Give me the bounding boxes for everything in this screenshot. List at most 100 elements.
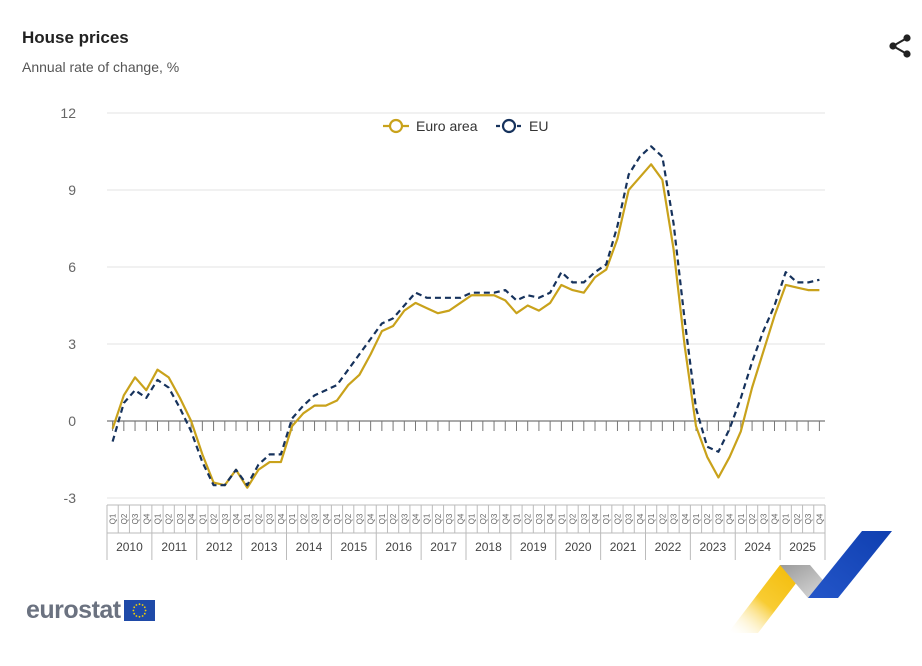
x-year-label: 2013 — [251, 540, 278, 554]
x-year-label: 2016 — [385, 540, 412, 554]
chart-title: House prices — [22, 28, 129, 47]
x-quarter-label: Q4 — [501, 513, 510, 524]
x-quarter-label: Q2 — [613, 513, 622, 524]
x-quarter-label: Q1 — [602, 513, 611, 524]
x-year-label: 2021 — [610, 540, 637, 554]
y-tick-label: 3 — [68, 336, 76, 352]
x-quarter-label: Q1 — [378, 513, 387, 524]
eu-flag-icon — [123, 600, 155, 621]
share-button[interactable] — [886, 32, 914, 60]
x-quarter-label: Q1 — [423, 513, 432, 524]
x-quarter-label: Q3 — [535, 513, 544, 524]
chart-subtitle: Annual rate of change, % — [22, 59, 180, 75]
x-quarter-label: Q2 — [569, 513, 578, 524]
x-quarter-label: Q2 — [344, 513, 353, 524]
x-quarter-label: Q4 — [726, 513, 735, 524]
x-year-label: 2023 — [699, 540, 726, 554]
x-quarter-label: Q1 — [109, 513, 118, 524]
x-year-label: 2012 — [206, 540, 233, 554]
x-quarter-label: Q3 — [400, 513, 409, 524]
logo-text: eurostat — [26, 596, 121, 624]
x-quarter-label: Q4 — [142, 513, 151, 524]
x-quarter-label: Q2 — [658, 513, 667, 524]
x-quarter-label: Q1 — [557, 513, 566, 524]
x-quarter-label: Q3 — [759, 513, 768, 524]
x-quarter-label: Q2 — [524, 513, 533, 524]
x-year-label: 2014 — [296, 540, 323, 554]
x-quarter-label: Q4 — [187, 513, 196, 524]
x-quarter-label: Q3 — [490, 513, 499, 524]
x-year-label: 2022 — [655, 540, 682, 554]
x-quarter-label: Q2 — [793, 513, 802, 524]
x-quarter-label: Q2 — [299, 513, 308, 524]
x-quarter-label: Q3 — [355, 513, 364, 524]
x-quarter-label: Q4 — [636, 513, 645, 524]
x-year-label: 2020 — [565, 540, 592, 554]
x-quarter-label: Q3 — [580, 513, 589, 524]
x-quarter-label: Q2 — [389, 513, 398, 524]
x-quarter-label: Q2 — [254, 513, 263, 524]
x-quarter-label: Q1 — [692, 513, 701, 524]
x-quarter-label: Q3 — [714, 513, 723, 524]
x-quarter-label: Q4 — [591, 513, 600, 524]
x-quarter-label: Q1 — [153, 513, 162, 524]
decorative-chevron-shape — [728, 531, 892, 633]
x-quarter-label: Q1 — [288, 513, 297, 524]
x-quarter-label: Q2 — [120, 513, 129, 524]
x-year-label: 2010 — [116, 540, 143, 554]
y-tick-label: -3 — [64, 490, 77, 506]
x-quarter-label: Q3 — [625, 513, 634, 524]
x-quarter-label: Q3 — [445, 513, 454, 524]
x-quarter-label: Q4 — [277, 513, 286, 524]
x-quarter-label: Q1 — [512, 513, 521, 524]
x-quarter-label: Q4 — [456, 513, 465, 524]
x-quarter-label: Q2 — [210, 513, 219, 524]
x-year-label: 2015 — [340, 540, 367, 554]
y-tick-label: 9 — [68, 182, 76, 198]
series-line-euro-area — [111, 163, 820, 489]
x-quarter-label: Q3 — [266, 513, 275, 524]
x-quarter-label: Q4 — [232, 513, 241, 524]
x-year-label: 2011 — [161, 540, 187, 554]
x-year-label: 2018 — [475, 540, 502, 554]
y-tick-label: 6 — [68, 259, 76, 275]
x-quarter-label: Q2 — [165, 513, 174, 524]
x-quarter-label: Q4 — [322, 513, 331, 524]
x-quarter-label: Q4 — [412, 513, 421, 524]
eurostat-logo: eurostat — [26, 596, 155, 625]
legend-label: EU — [529, 118, 548, 134]
x-quarter-label: Q1 — [468, 513, 477, 524]
x-quarter-label: Q4 — [367, 513, 376, 524]
x-quarter-label: Q3 — [804, 513, 813, 524]
x-quarter-label: Q3 — [131, 513, 140, 524]
x-quarter-label: Q3 — [670, 513, 679, 524]
x-quarter-label: Q2 — [748, 513, 757, 524]
x-quarter-label: Q3 — [176, 513, 185, 524]
legend-marker — [501, 118, 517, 134]
x-quarter-label: Q3 — [221, 513, 230, 524]
x-quarter-label: Q4 — [546, 513, 555, 524]
x-quarter-label: Q1 — [243, 513, 252, 524]
x-quarter-label: Q4 — [815, 513, 824, 524]
x-quarter-label: Q2 — [434, 513, 443, 524]
x-quarter-label: Q1 — [198, 513, 207, 524]
series-line-eu — [111, 145, 820, 487]
y-tick-label: 0 — [68, 413, 76, 429]
legend-label: Euro area — [416, 118, 478, 134]
x-quarter-label: Q4 — [771, 513, 780, 524]
x-year-label: 2025 — [789, 540, 816, 554]
x-quarter-label: Q2 — [479, 513, 488, 524]
legend-marker — [388, 118, 404, 134]
x-quarter-label: Q3 — [311, 513, 320, 524]
x-quarter-label: Q1 — [782, 513, 791, 524]
y-tick-label: 12 — [60, 105, 76, 121]
x-year-label: 2024 — [744, 540, 771, 554]
x-year-label: 2017 — [430, 540, 457, 554]
x-year-label: 2019 — [520, 540, 547, 554]
x-quarter-label: Q1 — [737, 513, 746, 524]
x-quarter-label: Q1 — [647, 513, 656, 524]
x-quarter-label: Q4 — [681, 513, 690, 524]
share-icon — [889, 34, 911, 58]
x-quarter-label: Q2 — [703, 513, 712, 524]
